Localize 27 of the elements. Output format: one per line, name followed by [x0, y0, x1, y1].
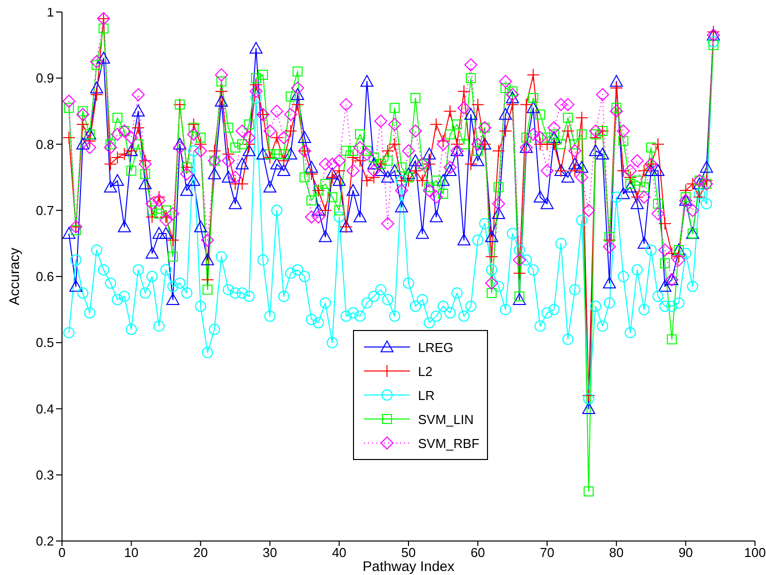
x-tick-label: 90 — [678, 545, 693, 560]
legend-label: SVM_RBF — [418, 436, 480, 450]
y-tick-label: 0.7 — [36, 202, 54, 218]
y-tick-label: 0.8 — [36, 136, 54, 152]
y-tick-label: 0.5 — [36, 335, 54, 350]
legend-label: LR — [418, 388, 435, 402]
x-tick-label: 20 — [193, 545, 208, 560]
x-tick-label: 0 — [58, 545, 66, 560]
y-tick-label: 0.4 — [36, 401, 54, 416]
x-tick-label: 50 — [401, 545, 416, 560]
x-tick-label: 30 — [262, 545, 278, 560]
x-tick-label: 80 — [609, 545, 624, 560]
legend-label: L2 — [418, 364, 432, 378]
x-tick-label: 60 — [470, 545, 486, 560]
x-tick-label: 70 — [540, 545, 554, 560]
legend-label: LREG — [418, 340, 454, 354]
y-tick-label: 0.6 — [36, 269, 54, 284]
y-tick-label: 0.2 — [36, 534, 54, 549]
x-axis-title: Pathway Index — [362, 558, 454, 574]
x-tick-label: 40 — [332, 545, 346, 560]
y-tick-label: 0.3 — [36, 467, 54, 482]
y-axis-title: Accuracy — [6, 248, 22, 306]
y-tick-label: 1 — [46, 4, 54, 20]
legend-label: SVM_LIN — [418, 412, 474, 426]
y-tick-label: 0.9 — [36, 70, 54, 86]
x-tick-label: 100 — [744, 545, 766, 560]
x-tick-label: 10 — [124, 545, 139, 560]
